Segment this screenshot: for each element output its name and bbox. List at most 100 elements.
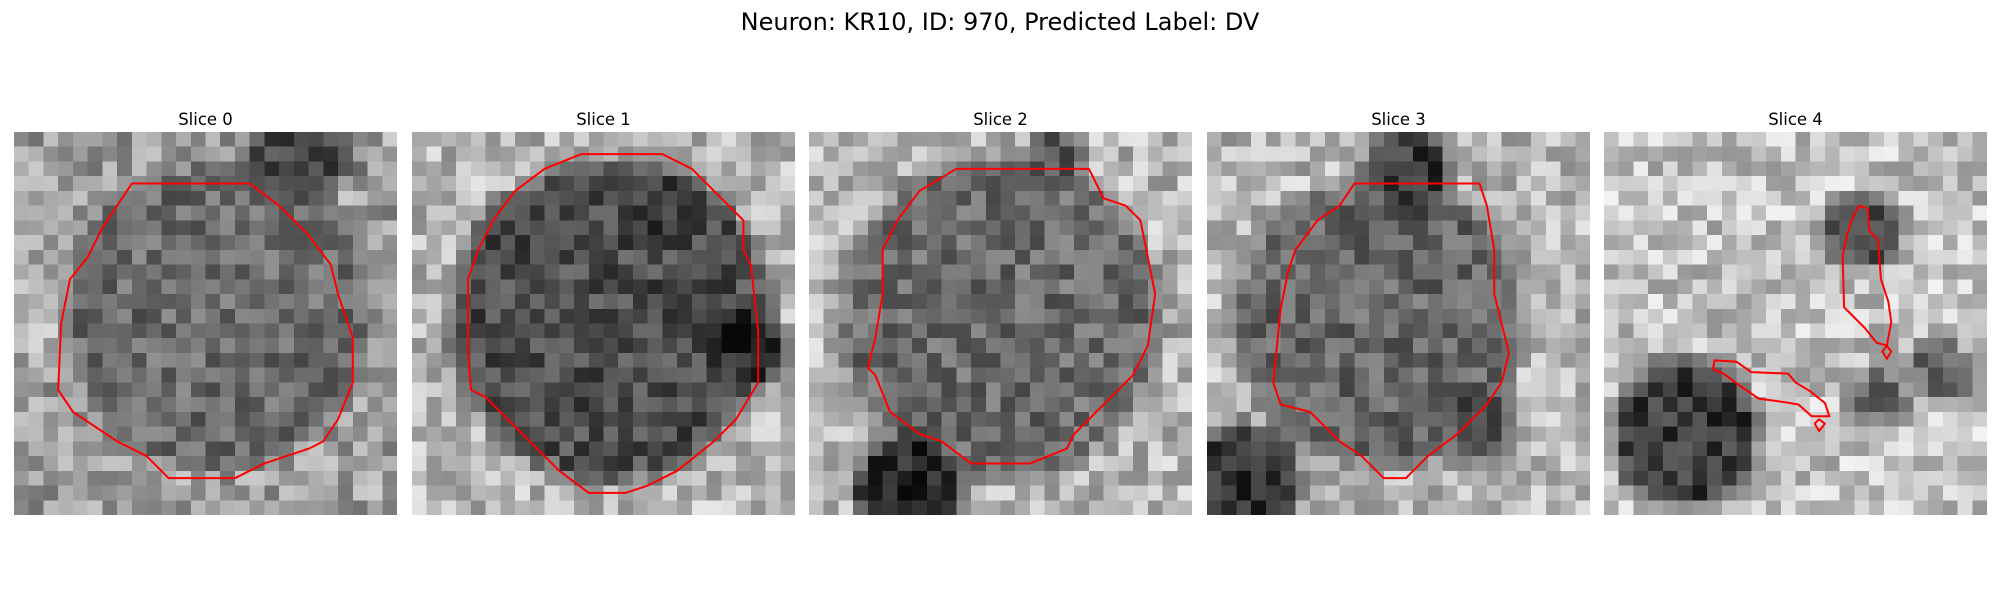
pixel [1662,205,1679,221]
pixel [456,411,472,428]
pixel [146,205,162,221]
pixel [367,308,383,325]
pixel [1898,235,1914,251]
pixel [58,426,74,442]
pixel [1575,235,1590,251]
pixel [456,397,472,413]
pixel [205,132,221,148]
pixel [926,308,943,325]
pixel [618,132,634,148]
pixel [677,338,693,354]
pixel [234,426,251,442]
pixel [352,426,369,442]
pixel [382,146,397,163]
pixel [544,264,560,280]
pixel [1575,470,1590,487]
pixel [1531,146,1547,163]
pixel [662,294,678,310]
pixel [1059,456,1075,472]
pixel [1486,397,1503,413]
pixel [470,264,487,280]
pixel [1707,426,1723,442]
pixel [1413,485,1429,501]
pixel [1000,411,1016,428]
pixel [1118,382,1134,398]
pixel [1972,426,1987,442]
pixel [264,132,280,148]
pixel [853,235,869,251]
pixel [1029,338,1046,354]
pixel [1707,264,1723,280]
pixel [1383,205,1400,221]
pixel [205,323,221,339]
pixel [131,264,148,280]
pixel [190,397,207,413]
pixel [1972,176,1987,192]
pixel [470,161,487,177]
pixel [750,470,767,487]
pixel [1015,500,1031,515]
pixel [117,132,133,148]
pixel [882,249,898,266]
pixel [882,352,898,369]
pixel [1324,500,1341,515]
pixel [647,220,664,236]
pixel [838,485,854,501]
pixel [1074,441,1090,457]
pixel [1824,176,1841,192]
pixel [1324,323,1341,339]
pixel [28,441,45,457]
pixel [1029,323,1046,339]
pixel [1088,500,1105,515]
pixel [1059,308,1075,325]
pixel [853,382,869,398]
pixel [28,426,45,442]
pixel [1560,205,1576,221]
pixel [765,470,781,487]
pixel [382,220,397,236]
pixel [485,176,501,192]
pixel [603,249,619,266]
pixel [1339,441,1355,457]
pixel [647,456,664,472]
pixel [1059,176,1075,192]
pixel [1721,411,1738,428]
pixel [1751,308,1767,325]
pixel [1957,235,1973,251]
pixel [14,220,30,236]
pixel [1147,176,1164,192]
pixel [1942,382,1959,398]
pixel [1618,352,1635,369]
pixel [971,338,987,354]
pixel [1295,411,1311,428]
pixel [205,456,221,472]
pixel [426,132,443,148]
pixel [1133,456,1149,472]
pixel [1088,338,1105,354]
pixel [234,220,251,236]
pixel [632,205,649,221]
pixel [750,161,767,177]
pixel [1736,456,1752,472]
pixel [279,220,295,236]
pixel [1147,352,1164,369]
pixel [1074,176,1090,192]
pixel [1427,132,1444,148]
pixel [367,397,383,413]
pixel [1295,132,1311,148]
pixel [1721,294,1738,310]
pixel [43,456,59,472]
pixel [1207,205,1223,221]
pixel [882,485,898,501]
pixel [882,338,898,354]
pixel [58,132,74,148]
pixel [529,161,546,177]
pixel [1531,132,1547,148]
pixel [1486,235,1503,251]
pixel [426,470,443,487]
pixel [632,426,649,442]
pixel [1221,411,1238,428]
pixel [1575,485,1590,501]
pixel [1913,176,1929,192]
pixel [838,352,854,369]
